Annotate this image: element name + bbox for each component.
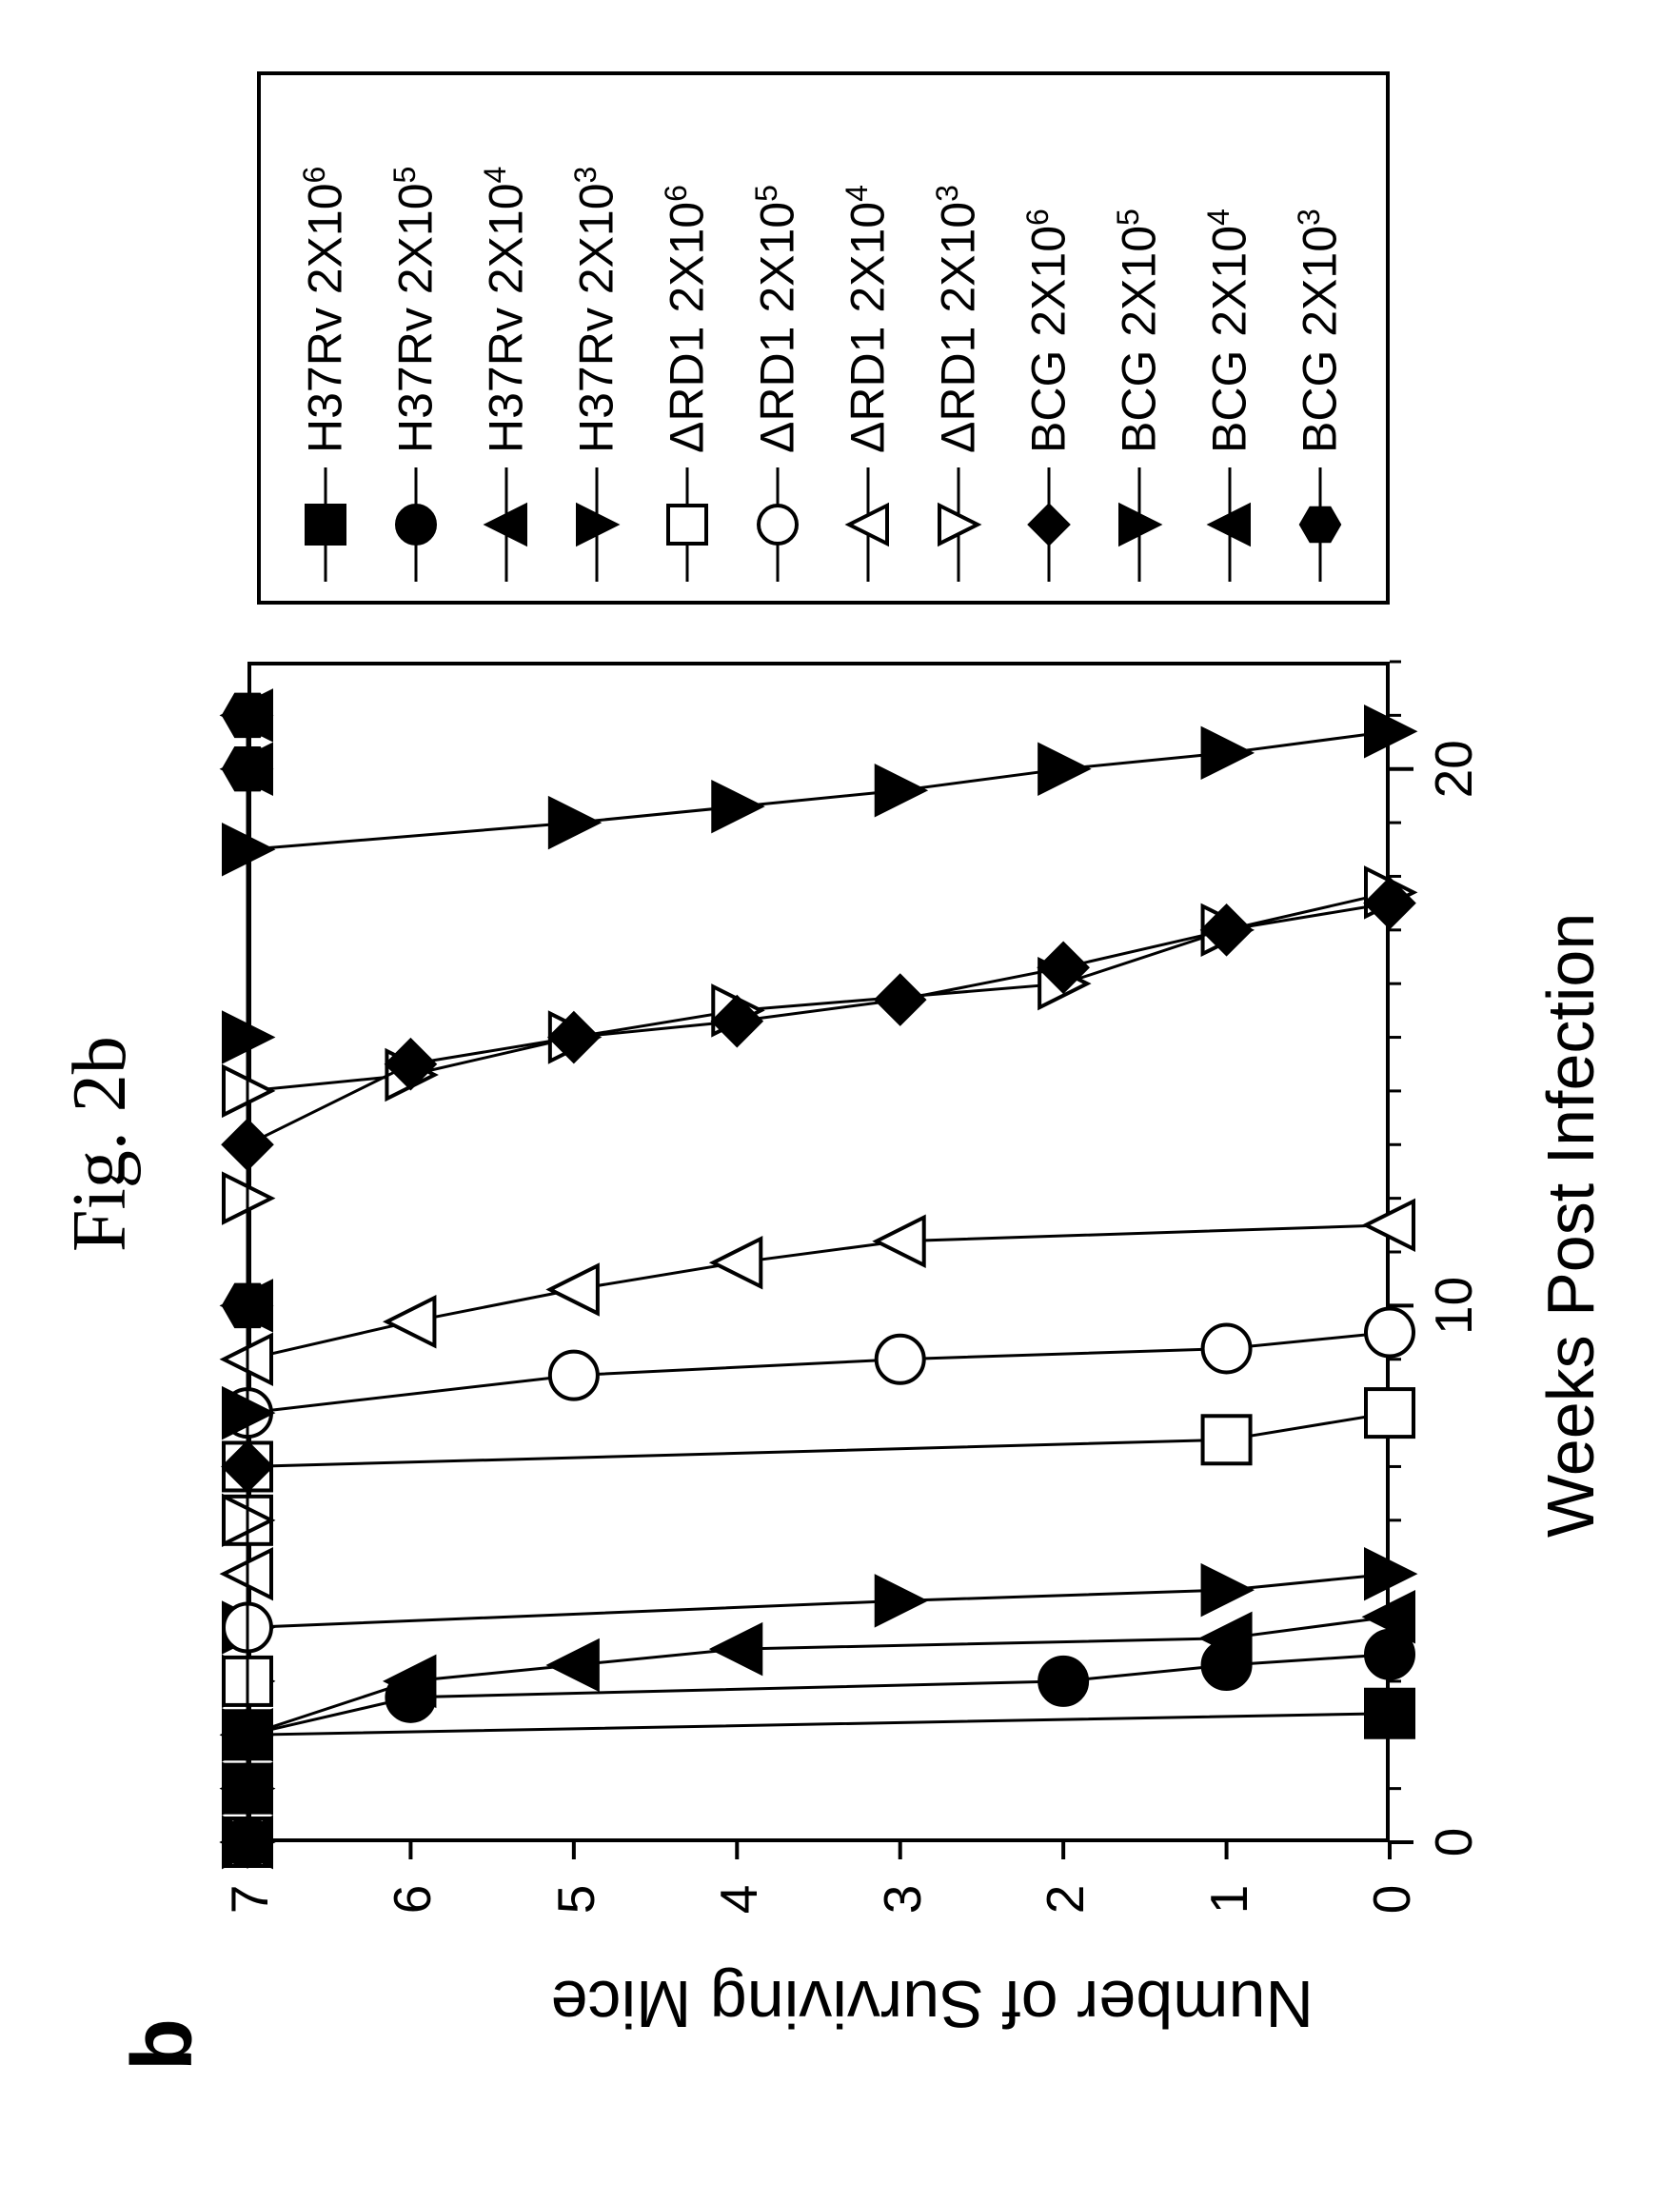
legend-item: ΔRD1 2X105: [732, 94, 822, 582]
legend-item: BCG 2X104: [1184, 94, 1275, 582]
y-tick-label: 0: [1361, 1871, 1422, 1928]
legend-label: H37Rv 2X104: [478, 167, 534, 467]
legend-swatch: [1201, 467, 1258, 582]
legend-item: BCG 2X106: [1003, 94, 1094, 582]
legend-label: BCG 2X103: [1292, 208, 1348, 467]
legend-swatch: [568, 467, 625, 582]
legend-item: ΔRD1 2X103: [913, 94, 1003, 582]
legend-item: ΔRD1 2X104: [822, 94, 913, 582]
y-tick-label: 1: [1198, 1871, 1259, 1928]
legend-item: H37Rv 2X106: [280, 94, 370, 582]
y-tick-label: 7: [219, 1871, 280, 1928]
legend-label: BCG 2X105: [1111, 208, 1167, 467]
legend-swatch: [930, 467, 987, 582]
x-tick-label: 20: [1423, 722, 1484, 817]
legend-swatch: [840, 467, 897, 582]
legend-label: BCG 2X106: [1020, 208, 1077, 467]
legend-label: H37Rv 2X103: [568, 167, 624, 467]
legend-item: BCG 2X103: [1275, 94, 1365, 582]
legend-swatch: [478, 467, 535, 582]
legend-swatch: [297, 467, 354, 582]
legend-swatch: [387, 467, 445, 582]
legend-label: BCG 2X104: [1201, 208, 1257, 467]
legend-label: ΔRD1 2X106: [659, 185, 715, 467]
y-tick-label: 4: [708, 1871, 769, 1928]
legend-item: H37Rv 2X104: [461, 94, 551, 582]
y-tick-label: 5: [545, 1871, 606, 1928]
legend-swatch: [1292, 467, 1349, 582]
legend-item: H37Rv 2X103: [551, 94, 642, 582]
legend-item: BCG 2X105: [1094, 94, 1184, 582]
legend-swatch: [1020, 467, 1077, 582]
legend-swatch: [659, 467, 716, 582]
legend-item: H37Rv 2X105: [370, 94, 461, 582]
x-tick-label: 0: [1423, 1795, 1484, 1890]
legend-label: H37Rv 2X105: [387, 167, 444, 467]
legend-item: ΔRD1 2X106: [642, 94, 732, 582]
x-tick-label: 10: [1423, 1258, 1484, 1353]
y-tick-label: 3: [872, 1871, 933, 1928]
legend-swatch: [1111, 467, 1168, 582]
legend-label: H37Rv 2X106: [297, 167, 353, 467]
legend-swatch: [749, 467, 806, 582]
legend-label: ΔRD1 2X104: [840, 185, 896, 467]
legend-label: ΔRD1 2X103: [930, 185, 986, 467]
y-tick-label: 6: [382, 1871, 443, 1928]
legend-label: ΔRD1 2X105: [749, 185, 805, 467]
legend: H37Rv 2X106 H37Rv 2X105 H37Rv 2X104 H37Rv 2…: [257, 71, 1390, 605]
y-tick-label: 2: [1035, 1871, 1096, 1928]
